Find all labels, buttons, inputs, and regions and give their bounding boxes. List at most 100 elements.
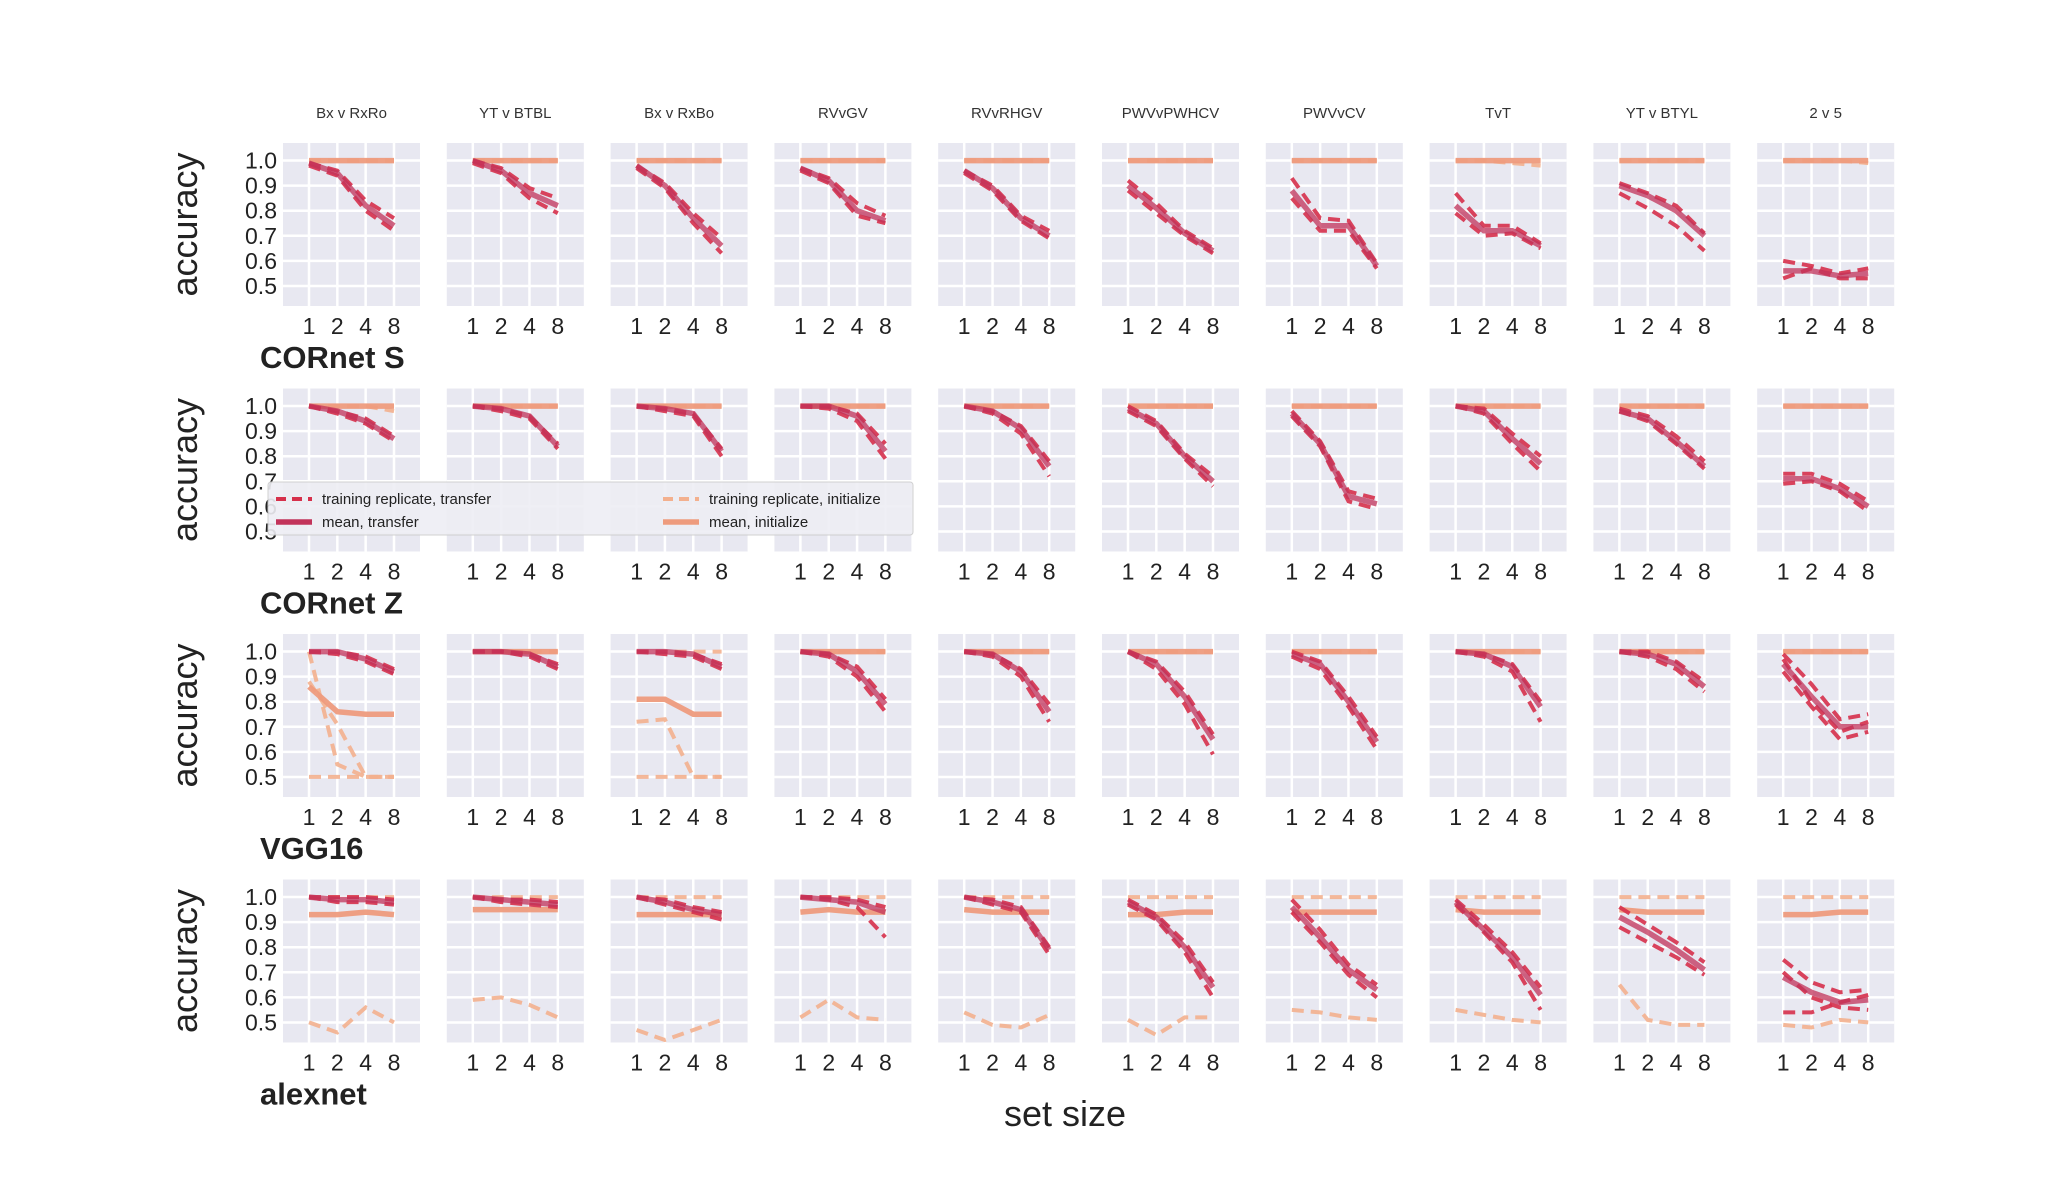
x-tick-label: 1 xyxy=(794,804,807,830)
x-tick-label: 4 xyxy=(1014,1050,1027,1076)
line-initialize-replicate xyxy=(1617,983,1705,1027)
line-initialize-mean xyxy=(1128,909,1213,918)
x-tick-label: 1 xyxy=(630,313,643,339)
x-tick-label: 1 xyxy=(1613,559,1626,585)
x-tick-label: 8 xyxy=(1862,1050,1875,1076)
x-tick-label: 4 xyxy=(523,804,536,830)
x-tick-label: 8 xyxy=(1698,313,1711,339)
x-tick-label: 4 xyxy=(1342,804,1355,830)
legend-label: mean, transfer xyxy=(322,514,419,531)
line-transfer-replicate xyxy=(472,158,559,201)
line-transfer-mean xyxy=(636,648,723,670)
x-tick-label: 4 xyxy=(1178,313,1191,339)
x-tick-label: 4 xyxy=(687,559,700,585)
x-tick-label: 2 xyxy=(1314,804,1327,830)
x-tick-label: 8 xyxy=(1534,1050,1547,1076)
line-transfer-mean xyxy=(1781,974,1869,1006)
y-tick-label: 0.5 xyxy=(245,273,277,299)
y-tick-label: 0.5 xyxy=(245,1009,277,1035)
x-tick-label: 2 xyxy=(1478,559,1491,585)
line-initialize-replicate xyxy=(636,717,722,779)
x-tick-label: 2 xyxy=(1314,313,1327,339)
line-transfer-mean xyxy=(308,894,395,905)
line-transfer-replicate xyxy=(1455,649,1543,723)
x-tick-label: 8 xyxy=(1207,1050,1220,1076)
x-tick-label: 1 xyxy=(958,559,971,585)
x-tick-label: 4 xyxy=(687,804,700,830)
y-tick-label: 1.0 xyxy=(245,884,277,910)
y-axis-label: accuracy xyxy=(164,643,205,787)
x-tick-label: 8 xyxy=(1043,1050,1056,1076)
y-tick-label: 0.7 xyxy=(245,714,277,740)
x-tick-label: 2 xyxy=(495,1050,508,1076)
y-tick-label: 0.9 xyxy=(245,418,277,444)
line-transfer-replicate xyxy=(1454,191,1542,246)
panel-background xyxy=(938,388,1076,552)
x-tick-label: 4 xyxy=(359,804,372,830)
x-tick-label: 2 xyxy=(822,804,835,830)
x-tick-label: 8 xyxy=(879,1050,892,1076)
x-tick-label: 1 xyxy=(958,804,971,830)
line-transfer-replicate xyxy=(1618,181,1706,235)
panel-background xyxy=(1593,143,1731,306)
x-tick-label: 4 xyxy=(1014,559,1027,585)
x-tick-label: 1 xyxy=(1285,313,1298,339)
x-tick-label: 1 xyxy=(1613,313,1626,339)
x-tick-label: 4 xyxy=(1178,559,1191,585)
line-initialize-replicate xyxy=(307,680,394,779)
network-label: CORnet Z xyxy=(260,586,403,621)
line-transfer-mean xyxy=(472,894,559,908)
line-transfer-replicate xyxy=(1783,471,1870,504)
x-tick-label: 8 xyxy=(551,1050,564,1076)
y-tick-label: 0.8 xyxy=(245,198,277,224)
x-tick-label: 2 xyxy=(331,559,344,585)
line-transfer-mean xyxy=(1126,899,1216,989)
x-tick-label: 2 xyxy=(331,313,344,339)
line-transfer-mean xyxy=(962,168,1051,239)
y-tick-label: 1.0 xyxy=(245,393,277,419)
line-initialize-replicate xyxy=(1783,1017,1869,1030)
x-tick-label: 1 xyxy=(466,1050,479,1076)
x-tick-label: 1 xyxy=(466,313,479,339)
x-tick-label: 4 xyxy=(359,313,372,339)
line-transfer-replicate xyxy=(1127,897,1215,984)
line-transfer-mean xyxy=(1126,183,1215,254)
stimulus-title: YT v BTBL xyxy=(479,105,551,122)
x-tick-label: 2 xyxy=(659,804,672,830)
y-tick-label: 0.9 xyxy=(245,664,277,690)
line-transfer-mean xyxy=(1455,648,1543,709)
line-transfer-replicate xyxy=(1127,649,1215,736)
panel-background xyxy=(446,634,584,797)
x-tick-label: 1 xyxy=(630,1050,643,1076)
x-tick-label: 8 xyxy=(388,1050,401,1076)
legend-label: mean, initialize xyxy=(709,514,808,531)
x-tick-label: 8 xyxy=(388,313,401,339)
x-tick-label: 2 xyxy=(986,804,999,830)
line-transfer-mean xyxy=(963,403,1052,468)
panel-background xyxy=(446,879,584,1043)
x-tick-label: 4 xyxy=(1014,804,1027,830)
x-tick-label: 2 xyxy=(1478,313,1491,339)
x-tick-label: 8 xyxy=(1698,804,1711,830)
panel-background xyxy=(1757,879,1895,1043)
x-tick-label: 4 xyxy=(1342,313,1355,339)
x-tick-label: 8 xyxy=(1534,313,1547,339)
line-transfer-replicate xyxy=(1619,649,1706,694)
line-initialize-replicate xyxy=(308,1004,395,1035)
x-tick-label: 2 xyxy=(1150,313,1163,339)
line-transfer-replicate xyxy=(1127,409,1215,488)
panel-background xyxy=(938,634,1076,797)
x-tick-label: 1 xyxy=(794,313,807,339)
y-tick-label: 0.9 xyxy=(245,173,277,199)
x-tick-label: 4 xyxy=(1833,313,1846,339)
x-tick-label: 2 xyxy=(1478,804,1491,830)
stimulus-title: YT v BTYL xyxy=(1626,105,1698,122)
line-transfer-mean xyxy=(636,403,724,453)
x-tick-label: 1 xyxy=(1777,559,1790,585)
line-transfer-mean xyxy=(1619,648,1707,689)
x-tick-label: 2 xyxy=(659,1050,672,1076)
y-tick-label: 1.0 xyxy=(245,639,277,665)
line-initialize-replicate xyxy=(799,997,886,1022)
x-tick-label: 2 xyxy=(659,313,672,339)
legend-box xyxy=(267,481,914,536)
